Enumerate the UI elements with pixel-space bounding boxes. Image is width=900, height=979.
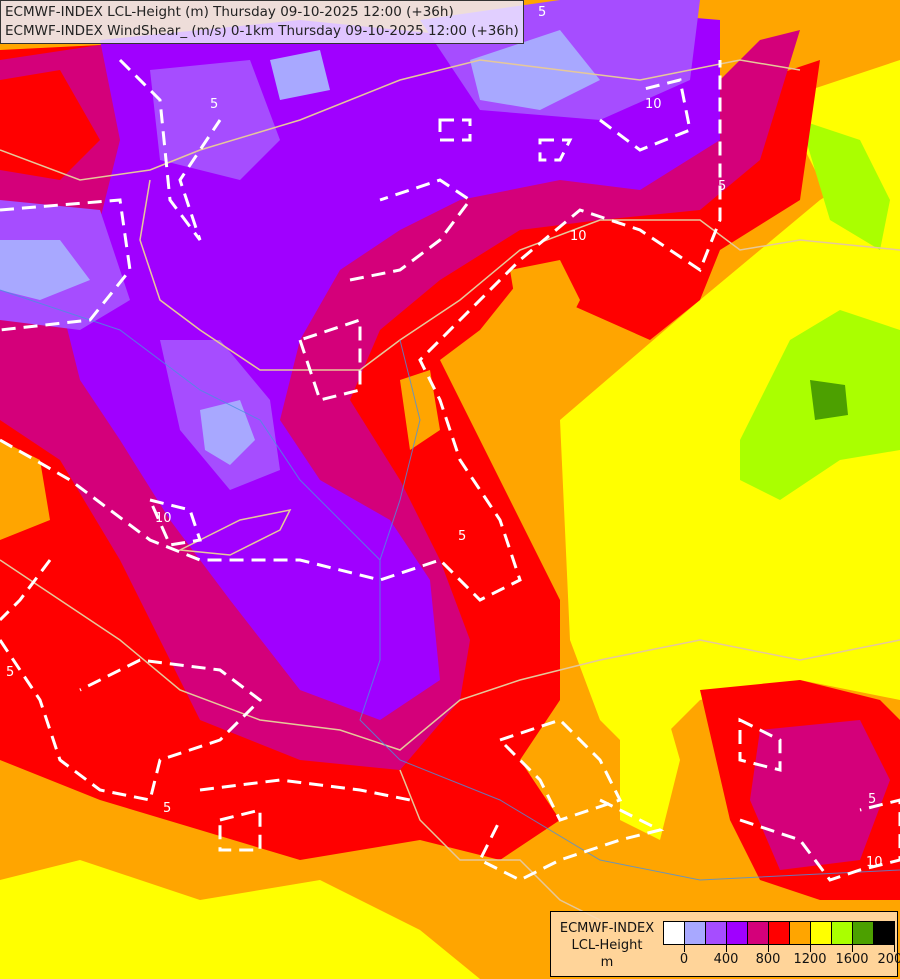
map-title-box: ECMWF-INDEX LCL-Height (m) Thursday 09-1… [0, 0, 524, 44]
legend-tick [768, 945, 769, 952]
contour-label: 5 [868, 792, 876, 807]
legend-tick [810, 945, 811, 952]
field-purple [60, 10, 720, 720]
legend-swatch [853, 922, 874, 944]
legend-title-source: ECMWF-INDEX [559, 921, 655, 936]
field-yellow-sw [0, 860, 480, 979]
field-orange-mid [400, 370, 440, 450]
field-darkgreen [810, 380, 848, 420]
field-yellow-east [560, 150, 900, 760]
legend-title: ECMWF-INDEX LCL-Height m [555, 920, 659, 971]
field-lilac-c [200, 400, 255, 465]
legend-swatch [874, 922, 894, 944]
field-red-nw [0, 70, 100, 180]
field-lightpurple-nw [150, 60, 280, 180]
rivers [0, 289, 900, 881]
legend-tick [852, 945, 853, 952]
legend-tick-label: 1600 [835, 952, 869, 967]
contour-label: 10 [570, 229, 587, 244]
field-magenta-se [750, 720, 890, 870]
title-line-lcl: ECMWF-INDEX LCL-Height (m) Thursday 09-1… [5, 4, 454, 20]
field-orange-pocket [510, 260, 580, 340]
contour-label: 5 [163, 801, 171, 816]
contour-label: 5 [6, 665, 14, 680]
windshear-contours [0, 58, 900, 882]
legend-tick-label: 800 [755, 952, 781, 967]
legend-swatch [769, 922, 790, 944]
legend-swatch [832, 922, 853, 944]
legend-title-unit: m [600, 955, 614, 970]
contour-label: 5 [718, 179, 726, 194]
title-line-windshear: ECMWF-INDEX WindShear_ (m/s) 0-1km Thurs… [5, 23, 519, 39]
legend-tick-label: 2000 [877, 952, 900, 967]
legend-tick-label: 1200 [793, 952, 827, 967]
legend-color-bar [663, 921, 895, 945]
field-lilac-nw [270, 50, 330, 100]
field-green-ne [800, 120, 890, 250]
field-yellow-se [620, 690, 680, 840]
field-lilac-n [470, 30, 600, 110]
legend-swatch [748, 922, 769, 944]
contour-labels: 5 5 10 10 5 5 5 5 10 5 10 [6, 5, 883, 870]
legend-title-variable: LCL-Height [571, 938, 643, 953]
legend-tick-label: 0 [679, 952, 689, 967]
field-orange-west [0, 440, 50, 540]
contour-label: 10 [645, 97, 662, 112]
legend-tick-label: 400 [713, 952, 739, 967]
contour-label: 10 [866, 855, 883, 870]
contour-label: 5 [210, 97, 218, 112]
field-lilac-w [0, 240, 90, 300]
legend-swatch [664, 922, 685, 944]
legend-swatch [790, 922, 811, 944]
legend-tick [894, 945, 895, 952]
legend-swatch [811, 922, 832, 944]
legend-swatch [706, 922, 727, 944]
legend-swatch [727, 922, 748, 944]
contour-label: 5 [458, 529, 466, 544]
contour-label: 10 [155, 511, 172, 526]
legend-tick [726, 945, 727, 952]
color-legend: ECMWF-INDEX LCL-Height m 0 400 800 1200 1600… [550, 911, 900, 977]
legend-swatch [685, 922, 706, 944]
country-borders [0, 59, 900, 921]
legend-tick [684, 945, 685, 952]
contour-label: 5 [538, 5, 546, 20]
